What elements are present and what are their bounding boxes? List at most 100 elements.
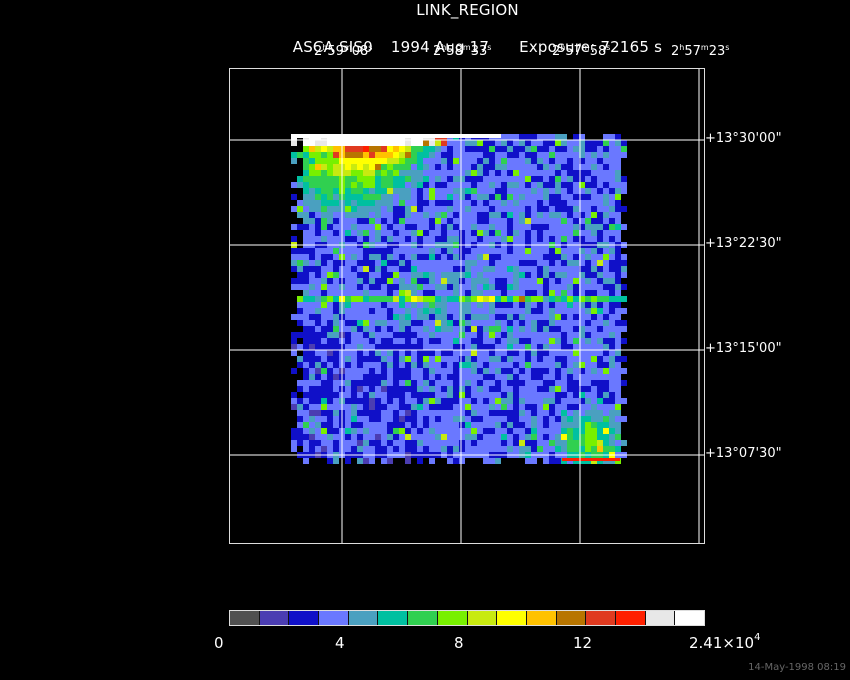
intensity-cell [567, 164, 573, 170]
intensity-cell [501, 134, 507, 140]
intensity-cell [477, 188, 483, 194]
intensity-cell [327, 290, 333, 296]
intensity-cell [369, 272, 375, 278]
intensity-cell [537, 260, 543, 266]
intensity-cell [573, 296, 579, 302]
intensity-cell [537, 446, 543, 452]
intensity-cell [411, 422, 417, 428]
intensity-cell [531, 176, 537, 182]
intensity-cell [543, 176, 549, 182]
intensity-cell [513, 290, 519, 296]
intensity-cell [393, 350, 399, 356]
intensity-cell [609, 392, 615, 398]
intensity-cell [363, 266, 369, 272]
intensity-cell [333, 326, 339, 332]
intensity-cell [615, 356, 621, 362]
intensity-cell [465, 326, 471, 332]
intensity-cell [303, 218, 309, 224]
intensity-cell [573, 218, 579, 224]
intensity-cell [585, 230, 591, 236]
intensity-cell [369, 296, 375, 302]
intensity-cell [603, 374, 609, 380]
intensity-cell [459, 428, 465, 434]
intensity-cell [603, 326, 609, 332]
intensity-cell [441, 350, 447, 356]
intensity-cell [351, 200, 357, 206]
intensity-cell [363, 434, 369, 440]
intensity-cell [441, 326, 447, 332]
intensity-cell [399, 236, 405, 242]
intensity-cell [297, 404, 303, 410]
intensity-cell [297, 212, 303, 218]
intensity-cell [429, 338, 435, 344]
intensity-cell [333, 314, 339, 320]
intensity-cell [441, 374, 447, 380]
intensity-cell [507, 200, 513, 206]
intensity-cell [309, 278, 315, 284]
intensity-cell [465, 278, 471, 284]
intensity-cell [321, 248, 327, 254]
intensity-cell [543, 272, 549, 278]
intensity-cell [381, 368, 387, 374]
intensity-cell [423, 182, 429, 188]
intensity-cell [297, 428, 303, 434]
intensity-cell [471, 386, 477, 392]
intensity-cell [291, 206, 297, 212]
intensity-cell [603, 410, 609, 416]
intensity-cell [483, 164, 489, 170]
intensity-cell [477, 266, 483, 272]
intensity-cell [609, 284, 615, 290]
intensity-cell [357, 146, 363, 152]
intensity-cell [597, 320, 603, 326]
intensity-cell [453, 248, 459, 254]
intensity-cell [423, 170, 429, 176]
intensity-cell [423, 176, 429, 182]
intensity-cell [525, 176, 531, 182]
intensity-cell [519, 374, 525, 380]
intensity-cell [375, 446, 381, 452]
intensity-cell [369, 338, 375, 344]
intensity-cell [381, 434, 387, 440]
intensity-cell [393, 140, 399, 146]
intensity-cell [441, 266, 447, 272]
intensity-cell [393, 368, 399, 374]
intensity-cell [375, 230, 381, 236]
intensity-cell [615, 338, 621, 344]
intensity-cell [519, 314, 525, 320]
intensity-cell [495, 176, 501, 182]
intensity-cell [489, 374, 495, 380]
intensity-cell [561, 362, 567, 368]
intensity-cell [495, 140, 501, 146]
intensity-cell [369, 164, 375, 170]
intensity-cell [405, 248, 411, 254]
intensity-cell [435, 326, 441, 332]
intensity-cell [465, 194, 471, 200]
intensity-cell [321, 140, 327, 146]
intensity-cell [363, 164, 369, 170]
intensity-cell [405, 308, 411, 314]
intensity-cell [561, 380, 567, 386]
intensity-cell [399, 296, 405, 302]
intensity-cell [375, 404, 381, 410]
intensity-cell [327, 284, 333, 290]
intensity-cell [543, 206, 549, 212]
intensity-cell [573, 398, 579, 404]
intensity-cell [309, 374, 315, 380]
intensity-cell [615, 392, 621, 398]
intensity-cell [441, 356, 447, 362]
intensity-cell [309, 158, 315, 164]
intensity-cell [417, 182, 423, 188]
intensity-cell [351, 248, 357, 254]
intensity-cell [309, 428, 315, 434]
intensity-cell [519, 200, 525, 206]
intensity-cell [315, 422, 321, 428]
intensity-cell [435, 206, 441, 212]
intensity-cell [537, 320, 543, 326]
intensity-cell [351, 428, 357, 434]
intensity-cell [483, 200, 489, 206]
intensity-cell [549, 224, 555, 230]
intensity-cell [447, 350, 453, 356]
intensity-cell [531, 416, 537, 422]
intensity-cell [453, 254, 459, 260]
intensity-cell [591, 416, 597, 422]
